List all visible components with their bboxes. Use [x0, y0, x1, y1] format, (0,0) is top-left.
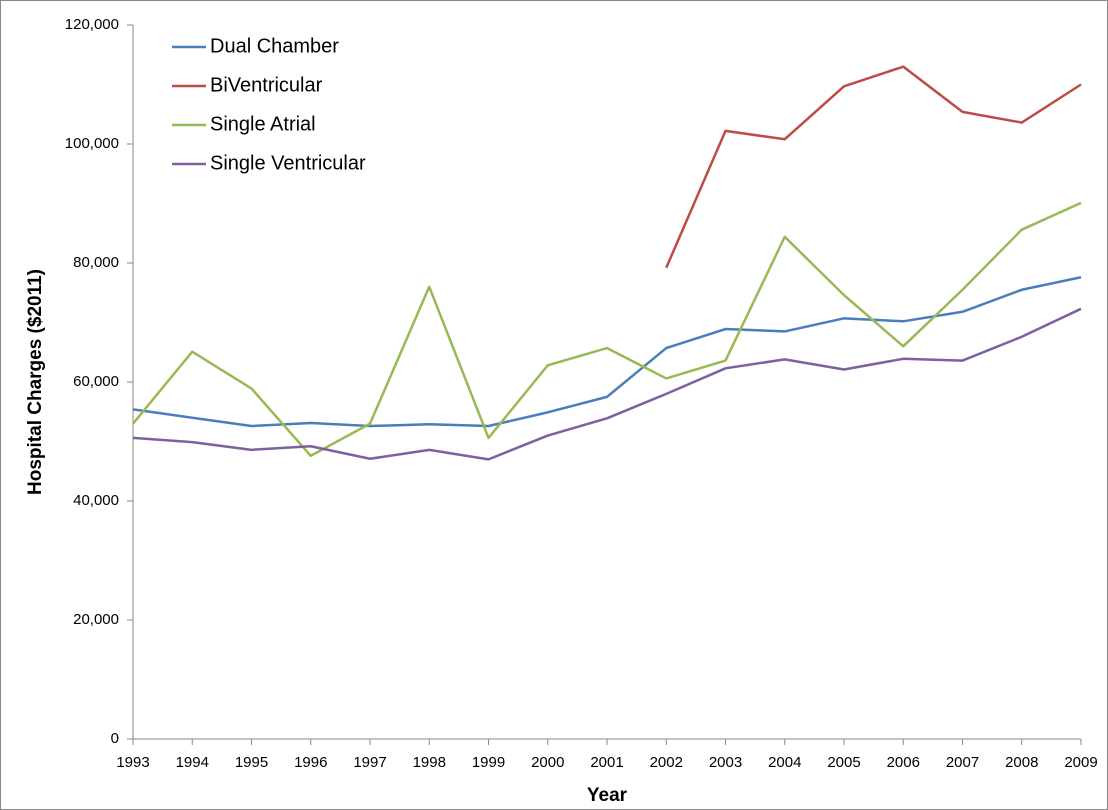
x-tick-label: 1996	[294, 754, 327, 771]
y-axis-title: Hospital Charges ($2011)	[25, 269, 46, 495]
y-tick-label: 20,000	[73, 611, 119, 628]
x-tick-label: 2002	[650, 754, 683, 771]
legend-label: BiVentricular	[210, 74, 323, 96]
y-tick-label: 100,000	[65, 135, 119, 152]
x-tick-label: 1998	[413, 754, 446, 771]
x-tick-label: 2005	[827, 754, 860, 771]
x-tick-label: 2006	[887, 754, 920, 771]
x-tick-label: 1995	[235, 754, 268, 771]
y-tick-label: 120,000	[65, 16, 119, 33]
x-tick-label: 2000	[531, 754, 564, 771]
series-line	[665, 65, 1082, 269]
y-tick-label: 80,000	[73, 254, 119, 271]
x-axis-title: Year	[587, 785, 628, 806]
legend-label: Single Ventricular	[210, 152, 366, 174]
x-tick-label: 1994	[176, 754, 209, 771]
x-tick-label: 1999	[472, 754, 505, 771]
series-line	[132, 307, 1082, 461]
x-tick-label: 2007	[946, 754, 979, 771]
x-tick-label: 2009	[1064, 754, 1097, 771]
x-tick-label: 2008	[1005, 754, 1038, 771]
x-tick-label: 2004	[768, 754, 801, 771]
legend-label: Single Atrial	[210, 113, 316, 135]
x-tick-label: 1997	[353, 754, 386, 771]
y-tick-label: 0	[111, 730, 119, 747]
x-tick-label: 2001	[590, 754, 623, 771]
y-tick-label: 60,000	[73, 373, 119, 390]
y-tick-label: 40,000	[73, 492, 119, 509]
x-tick-label: 1993	[116, 754, 149, 771]
series-line	[132, 276, 1082, 428]
legend-label: Dual Chamber	[210, 35, 339, 57]
x-tick-label: 2003	[709, 754, 742, 771]
series-line	[132, 201, 1082, 458]
